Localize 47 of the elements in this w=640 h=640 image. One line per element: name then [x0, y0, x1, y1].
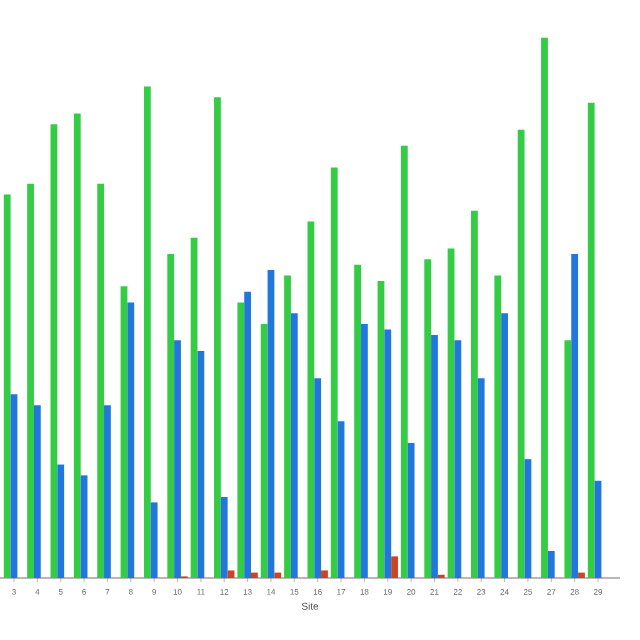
bar [384, 329, 392, 578]
bar [150, 502, 158, 578]
bar [517, 129, 525, 578]
bar [174, 340, 181, 578]
bar [104, 405, 111, 578]
bar [361, 324, 368, 578]
bar [167, 253, 175, 578]
bar [214, 97, 221, 578]
bar [424, 259, 432, 578]
bar [564, 340, 572, 578]
bar [541, 37, 548, 578]
bar [143, 86, 151, 578]
bar [260, 324, 268, 578]
bar [571, 253, 579, 578]
bar [274, 572, 282, 578]
bar [578, 572, 585, 578]
bar [454, 340, 462, 578]
bar [57, 464, 65, 578]
bar [407, 442, 415, 578]
bar [494, 275, 502, 578]
bar [227, 570, 235, 578]
bar [27, 183, 34, 578]
bar [400, 145, 408, 578]
bar [220, 496, 228, 578]
bar [501, 313, 508, 578]
bar [321, 570, 328, 578]
bar [244, 291, 251, 578]
bar [197, 351, 205, 578]
bar [307, 221, 315, 578]
bar [73, 113, 81, 578]
bar [251, 572, 258, 578]
bar [471, 210, 478, 578]
bar [431, 334, 438, 578]
bar [237, 302, 245, 578]
bar [547, 550, 555, 578]
bar [3, 194, 11, 578]
bar [97, 183, 105, 578]
bar [314, 378, 322, 578]
bar [587, 102, 595, 578]
bar [354, 264, 362, 578]
bar [391, 556, 398, 578]
bar [33, 405, 41, 578]
bar [477, 378, 485, 578]
bar [284, 275, 291, 578]
bar [127, 302, 135, 578]
bar [290, 313, 298, 578]
bar [330, 167, 338, 578]
